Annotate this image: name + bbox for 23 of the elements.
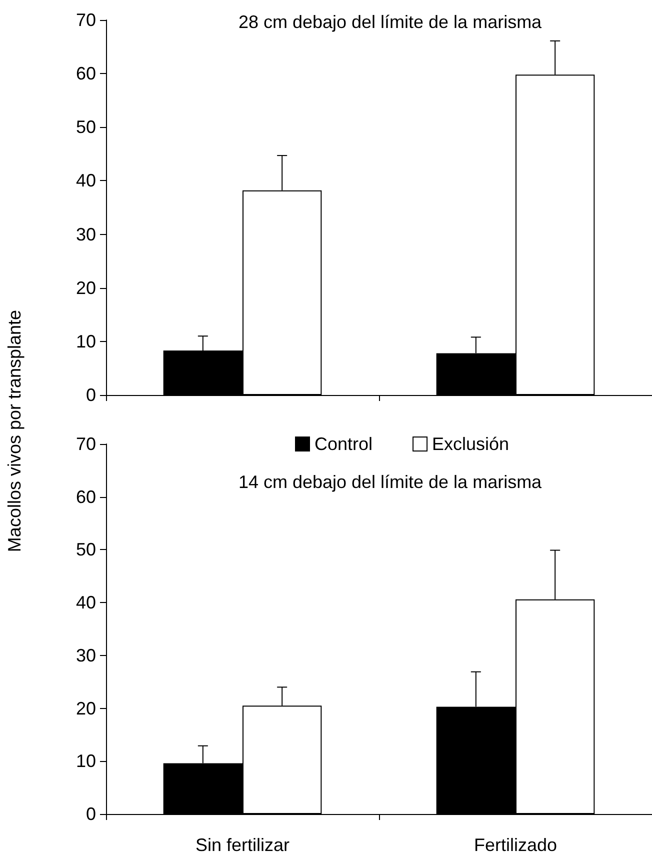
y-tick-label: 50	[76, 540, 96, 560]
y-tick-label: 40	[76, 592, 96, 613]
y-tick-label: 10	[76, 751, 96, 772]
y-tick-label: 20	[76, 278, 96, 298]
y-axis-title: Macollos vivos por transplante	[4, 310, 26, 552]
y-tick-label: 30	[76, 645, 96, 666]
chart-title: 28 cm debajo del límite de la marisma	[238, 12, 543, 32]
y-tick-label: 50	[76, 117, 96, 138]
y-tick-label: 60	[76, 486, 96, 507]
y-tick-label: 0	[86, 385, 96, 405]
y-tick-label: 70	[76, 434, 96, 454]
y-tick-label: 60	[76, 64, 96, 84]
legend-label: Exclusión	[432, 434, 510, 454]
x-tick-label: Fertilizado	[474, 835, 558, 855]
y-tick-label: 20	[76, 698, 96, 718]
y-tick-label: 30	[76, 224, 96, 244]
y-tick-label: 40	[76, 170, 96, 191]
y-tick-label: 70	[76, 10, 96, 30]
x-tick-label: Sin fertilizar	[195, 835, 290, 855]
legend-label: Control	[314, 434, 373, 454]
text: 14 cm debajo del límite de la marisma	[238, 472, 543, 492]
y-tick-label: 0	[86, 804, 96, 824]
y-tick-label: 10	[76, 331, 96, 352]
